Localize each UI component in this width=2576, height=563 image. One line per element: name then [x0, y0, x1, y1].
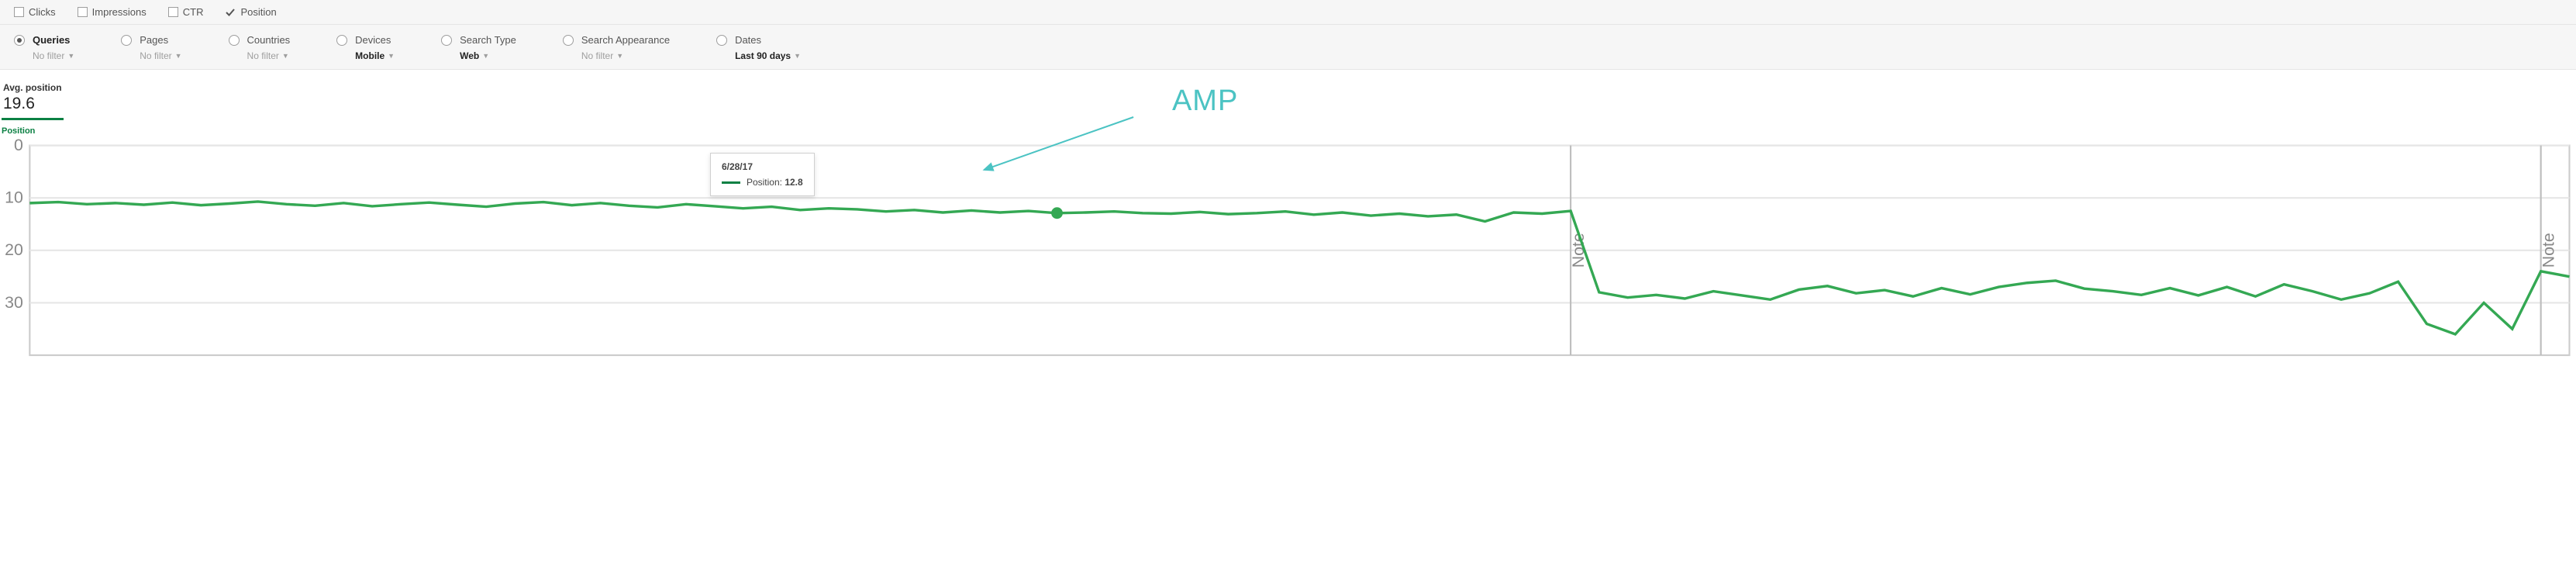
- chevron-down-icon: ▼: [175, 52, 182, 60]
- dimension-filter-pages[interactable]: No filter ▼: [121, 50, 181, 61]
- dimension-label: Countries: [247, 34, 291, 46]
- dimension-label: Queries: [33, 34, 70, 46]
- metric-toggle-clicks[interactable]: Clicks: [14, 6, 56, 18]
- dimension-filter-queries[interactable]: No filter ▼: [14, 50, 74, 61]
- radio-icon: [563, 35, 574, 46]
- dimension-filter-label: No filter: [33, 50, 64, 61]
- dimension-filter-label: Last 90 days: [735, 50, 791, 61]
- dimension-label: Search Appearance: [581, 34, 670, 46]
- chevron-down-icon: ▼: [794, 52, 801, 60]
- dimension-queries: Queries No filter ▼: [14, 34, 74, 61]
- metric-toggle-position[interactable]: Position: [225, 6, 276, 18]
- dimension-filter-search-type[interactable]: Web ▼: [441, 50, 516, 61]
- radio-icon: [14, 35, 25, 46]
- dimension-filter-label: No filter: [247, 50, 279, 61]
- summary-value: 19.6: [3, 95, 62, 113]
- summary-label: Avg. position: [3, 82, 62, 93]
- chevron-down-icon: ▼: [67, 52, 74, 60]
- summary-section: Avg. position 19.6: [0, 70, 2576, 126]
- svg-text:Note: Note: [2540, 233, 2558, 268]
- tooltip-date: 6/28/17: [722, 161, 803, 172]
- dimension-label: Devices: [355, 34, 391, 46]
- metric-label: Position: [240, 6, 276, 18]
- metric-label: Impressions: [92, 6, 147, 18]
- dimension-tab-search-appearance[interactable]: Search Appearance: [563, 34, 670, 46]
- dimension-filter-search-appearance[interactable]: No filter ▼: [563, 50, 670, 61]
- chevron-down-icon: ▼: [482, 52, 489, 60]
- dimension-devices: Devices Mobile ▼: [336, 34, 395, 61]
- dimension-filter-label: No filter: [140, 50, 171, 61]
- dimension-tab-devices[interactable]: Devices: [336, 34, 395, 46]
- chart-area[interactable]: 0102030NoteNote 6/28/17 Position: 12.8 A…: [0, 139, 2576, 362]
- position-line-chart[interactable]: 0102030NoteNote: [0, 139, 2576, 362]
- dimension-filter-label: Web: [460, 50, 479, 61]
- radio-icon: [229, 35, 240, 46]
- radio-icon: [121, 35, 132, 46]
- dimension-filter-devices[interactable]: Mobile ▼: [336, 50, 395, 61]
- dimension-filter-label: No filter: [581, 50, 613, 61]
- dimension-pages: Pages No filter ▼: [121, 34, 181, 61]
- chevron-down-icon: ▼: [282, 52, 289, 60]
- metric-toggle-ctr[interactable]: CTR: [168, 6, 204, 18]
- dimension-dates: Dates Last 90 days ▼: [716, 34, 801, 61]
- chevron-down-icon: ▼: [388, 52, 395, 60]
- dimension-tab-search-type[interactable]: Search Type: [441, 34, 516, 46]
- dimension-label: Dates: [735, 34, 761, 46]
- svg-text:0: 0: [14, 139, 23, 154]
- checkbox-empty-icon: [78, 7, 88, 17]
- check-icon: [225, 7, 236, 18]
- dimension-search-type: Search Type Web ▼: [441, 34, 516, 61]
- chevron-down-icon: ▼: [616, 52, 623, 60]
- dimension-countries: Countries No filter ▼: [229, 34, 291, 61]
- svg-text:20: 20: [5, 240, 23, 259]
- radio-icon: [441, 35, 452, 46]
- chart-tooltip: 6/28/17 Position: 12.8: [710, 153, 815, 196]
- dimension-filter-label: Mobile: [355, 50, 385, 61]
- dimension-tab-countries[interactable]: Countries: [229, 34, 291, 46]
- svg-text:10: 10: [5, 188, 23, 207]
- metric-toggle-row: Clicks Impressions CTR Position: [0, 0, 2576, 25]
- tooltip-series-swatch: [722, 181, 740, 184]
- svg-text:30: 30: [5, 293, 23, 312]
- dimension-tab-dates[interactable]: Dates: [716, 34, 801, 46]
- dimension-filter-dates[interactable]: Last 90 days ▼: [716, 50, 801, 61]
- radio-icon: [336, 35, 347, 46]
- dimension-row: QueriesNo filter ▼PagesNo filter ▼Countr…: [0, 25, 2576, 70]
- metric-label: CTR: [183, 6, 204, 18]
- radio-icon: [716, 35, 727, 46]
- checkbox-empty-icon: [14, 7, 24, 17]
- checkbox-empty-icon: [168, 7, 178, 17]
- metric-toggle-impressions[interactable]: Impressions: [78, 6, 147, 18]
- dimension-label: Search Type: [460, 34, 516, 46]
- dimension-label: Pages: [140, 34, 168, 46]
- metric-label: Clicks: [29, 6, 56, 18]
- summary-card-avg-position[interactable]: Avg. position 19.6: [2, 82, 64, 120]
- dimension-search-appearance: Search Appearance No filter ▼: [563, 34, 670, 61]
- chart-axis-title: Position: [0, 126, 2576, 139]
- tooltip-series-label: Position: 12.8: [747, 177, 803, 188]
- dimension-filter-countries[interactable]: No filter ▼: [229, 50, 291, 61]
- dimension-tab-queries[interactable]: Queries: [14, 34, 74, 46]
- dimension-tab-pages[interactable]: Pages: [121, 34, 181, 46]
